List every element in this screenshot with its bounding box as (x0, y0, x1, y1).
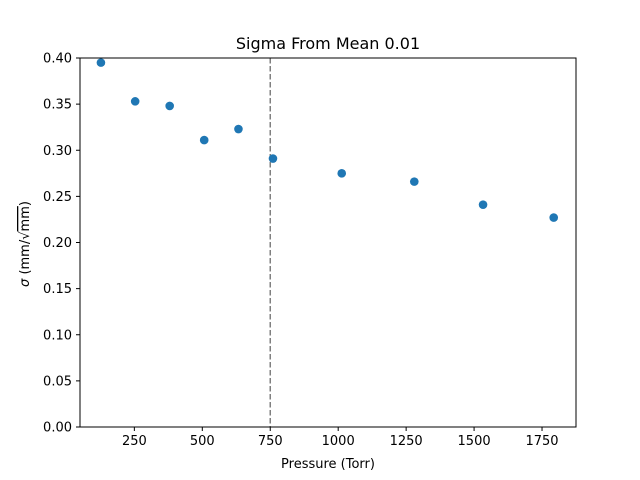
plot-frame (79, 57, 577, 428)
x-tick-label: 1750 (525, 434, 558, 449)
data-point-0 (96, 58, 106, 67)
data-point-3 (199, 135, 209, 145)
x-tick-label: 1000 (322, 434, 355, 449)
data-point-6 (337, 169, 347, 178)
plot-area: 250 500 750 1000 1250 1500 1750 0.00 0.05 0.10 0.1… (43, 52, 577, 449)
x-axis-label: Pressure (Torr) (281, 457, 375, 472)
data-point-7 (409, 177, 419, 186)
y-tick-label: 0.00 (43, 421, 72, 436)
x-tick-label: 250 (122, 434, 147, 449)
y-tick-label: 0.30 (43, 144, 72, 159)
data-point-2 (165, 101, 174, 111)
y-axis-label: σ (mm/√mm) (18, 201, 33, 287)
y-axis-label-open: (mm/ (18, 239, 33, 279)
y-tick-label: 0.15 (43, 282, 72, 297)
chart-title: Sigma From Mean 0.01 (236, 34, 420, 53)
data-point-4 (234, 124, 243, 134)
y-axis-label-root: √ (18, 231, 33, 240)
data-point-5 (268, 154, 278, 163)
y-axis-label-symbol: σ (18, 278, 33, 287)
y-tick-label: 0.05 (43, 374, 72, 389)
y-tick-label: 0.40 (43, 52, 72, 67)
y-axis-label-radicand: mm (18, 206, 33, 231)
y-axis-label-close: ) (18, 201, 33, 206)
data-point-9 (549, 213, 559, 222)
y-tick-label: 0.25 (43, 190, 72, 205)
y-tick-label: 0.20 (43, 236, 72, 251)
data-point-1 (130, 97, 140, 106)
x-tick-label: 750 (258, 434, 283, 449)
y-tick-label: 0.35 (43, 98, 72, 113)
x-tick-label: 1500 (458, 434, 491, 449)
y-tick-label: 0.10 (43, 328, 72, 343)
x-tick-label: 500 (190, 434, 215, 449)
x-tick-label: 1250 (390, 434, 423, 449)
data-point-8 (478, 200, 488, 209)
